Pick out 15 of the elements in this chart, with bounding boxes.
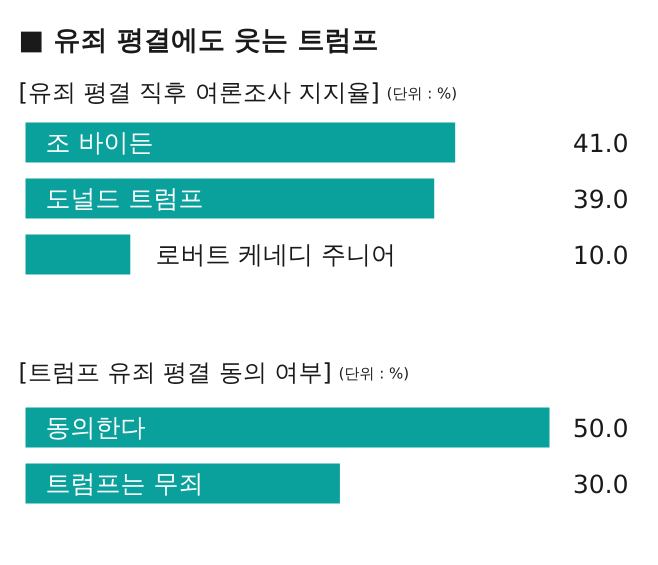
data-label: 39.0 xyxy=(572,185,629,214)
y-tick-label: 도널드 트럼프 xyxy=(46,184,204,213)
data-label: 10.0 xyxy=(572,241,629,270)
data-label: 50.0 xyxy=(572,414,629,443)
chart-title: ■ 유죄 평결에도 웃는 트럼프 xyxy=(18,25,379,56)
y-tick-label: 트럼프는 무죄 xyxy=(46,469,204,498)
y-tick-label: 로버트 케네디 주니어 xyxy=(155,240,396,269)
chart-title: [트럼프 유죄 평결 동의 여부] xyxy=(18,358,332,386)
text: (단위 : %) xyxy=(338,364,410,382)
text: (단위 : %) xyxy=(386,84,458,102)
data-label: 41.0 xyxy=(572,129,629,158)
y-tick-label: 조 바이든 xyxy=(46,128,154,157)
chart-subtitle: [유죄 평결 직후 여론조사 지지율] xyxy=(18,78,380,106)
y-tick-label: 동의한다 xyxy=(46,413,146,442)
data-label: 30.0 xyxy=(572,470,629,499)
